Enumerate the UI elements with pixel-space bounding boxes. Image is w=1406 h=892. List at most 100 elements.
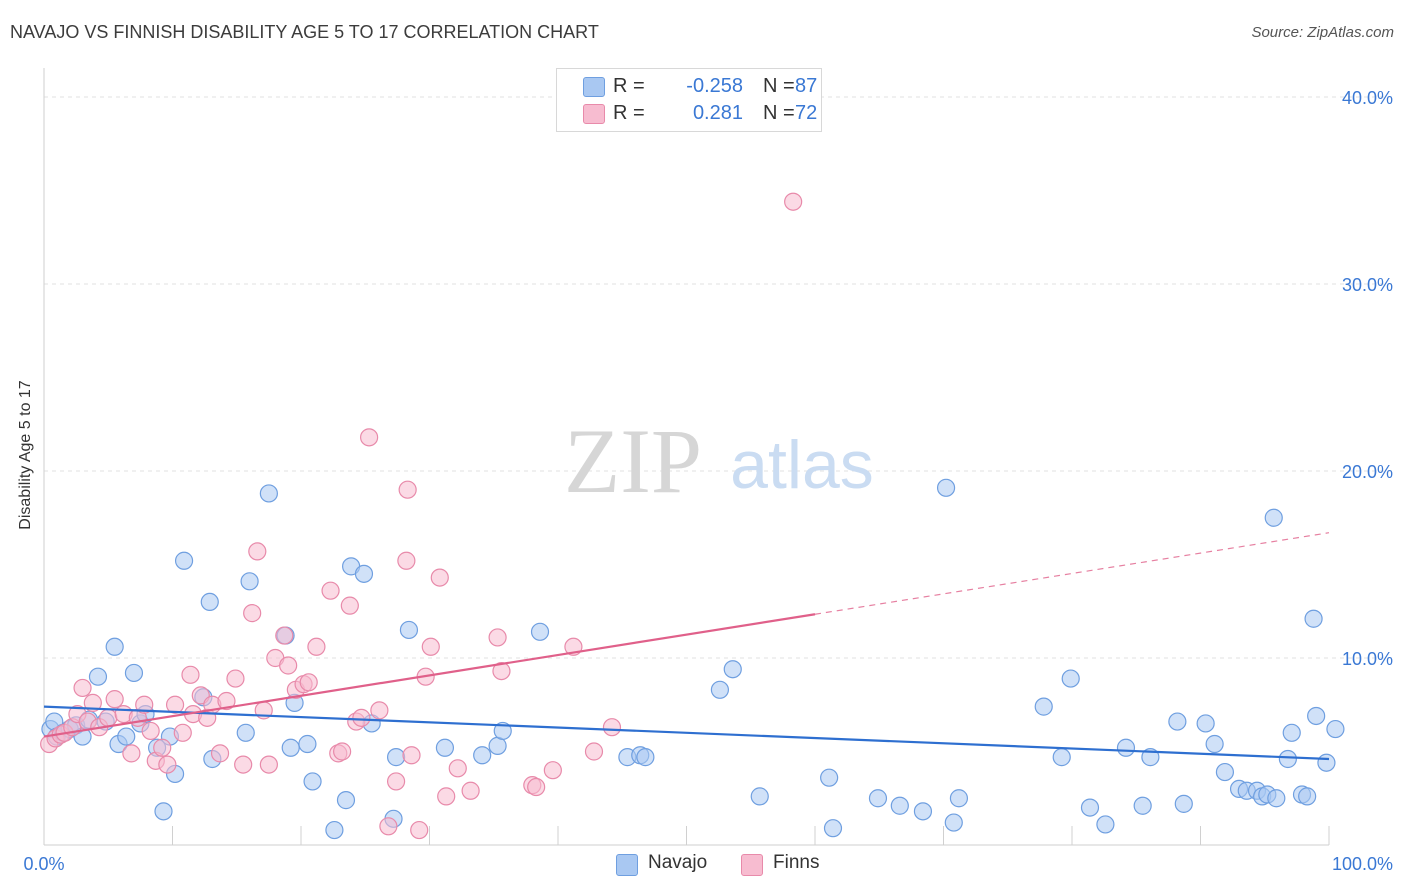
point-finns bbox=[340, 596, 359, 615]
legend-r-value: 0.281 bbox=[692, 102, 743, 124]
point-navajo bbox=[913, 802, 933, 821]
point-finns bbox=[210, 744, 230, 763]
series-swatch-finns bbox=[741, 854, 763, 876]
point-navajo bbox=[750, 787, 769, 806]
point-navajo bbox=[281, 738, 300, 757]
y-tick-label: 40.0% bbox=[1342, 88, 1393, 108]
point-navajo bbox=[435, 738, 455, 757]
point-navajo bbox=[936, 478, 956, 497]
point-navajo bbox=[1116, 738, 1136, 757]
point-navajo bbox=[949, 789, 969, 808]
point-finns bbox=[492, 661, 511, 681]
y-tick-label: 30.0% bbox=[1342, 275, 1393, 295]
point-finns bbox=[584, 742, 604, 761]
point-navajo bbox=[1080, 798, 1100, 817]
series-swatch-navajo bbox=[616, 854, 638, 876]
point-navajo bbox=[1215, 762, 1235, 782]
point-navajo bbox=[723, 660, 742, 679]
legend-r-value: -0.258 bbox=[686, 75, 743, 97]
point-navajo bbox=[1205, 734, 1224, 754]
point-navajo bbox=[473, 746, 492, 765]
point-finns bbox=[352, 708, 371, 727]
legend-swatch-finns bbox=[583, 104, 605, 124]
point-finns bbox=[83, 693, 102, 712]
point-navajo bbox=[1061, 669, 1080, 688]
x-tick-label: 0.0% bbox=[23, 854, 64, 874]
point-navajo bbox=[154, 802, 173, 821]
point-finns bbox=[410, 820, 429, 840]
point-finns bbox=[275, 626, 294, 645]
point-finns bbox=[181, 665, 200, 684]
y-tick-label: 10.0% bbox=[1342, 649, 1393, 669]
point-finns bbox=[234, 755, 253, 774]
point-navajo bbox=[823, 819, 843, 838]
point-finns bbox=[370, 701, 389, 720]
point-finns bbox=[784, 192, 803, 211]
point-finns bbox=[307, 637, 326, 656]
point-navajo bbox=[1133, 796, 1152, 815]
point-navajo bbox=[530, 622, 550, 641]
point-finns bbox=[448, 759, 467, 778]
point-finns bbox=[461, 781, 480, 800]
point-navajo bbox=[174, 551, 194, 570]
point-finns bbox=[299, 673, 318, 692]
point-navajo bbox=[1174, 794, 1193, 813]
point-finns bbox=[243, 604, 262, 623]
legend-swatch-navajo bbox=[583, 77, 605, 97]
point-navajo bbox=[354, 564, 374, 583]
point-navajo bbox=[399, 620, 419, 640]
watermark-zip: ZIP bbox=[564, 410, 702, 512]
point-navajo bbox=[1034, 697, 1053, 716]
point-finns bbox=[105, 690, 124, 709]
trend-lines bbox=[43, 532, 1330, 761]
point-navajo bbox=[493, 721, 512, 741]
point-navajo bbox=[1298, 787, 1317, 806]
point-finns bbox=[397, 551, 416, 570]
point-navajo bbox=[1168, 712, 1187, 731]
point-finns bbox=[543, 761, 562, 780]
point-navajo bbox=[636, 748, 655, 767]
tick-labels: 10.0% 20.0% 30.0% 40.0% 0.0% 100.0% bbox=[23, 88, 1393, 874]
legend-n-value: 87 bbox=[795, 75, 818, 97]
point-navajo bbox=[1282, 723, 1301, 742]
trend-line-navajo bbox=[43, 705, 1330, 761]
point-navajo bbox=[298, 734, 317, 754]
point-finns bbox=[99, 708, 118, 727]
legend-n-label: N = bbox=[763, 102, 795, 124]
point-navajo bbox=[820, 768, 839, 787]
point-navajo bbox=[240, 572, 259, 591]
point-finns bbox=[217, 691, 236, 711]
point-finns bbox=[248, 542, 267, 561]
point-navajo bbox=[124, 663, 144, 683]
correlation-legend: R = -0.258 N = 87 R = 0.281 N = 72 bbox=[556, 68, 822, 132]
point-navajo bbox=[1196, 714, 1215, 733]
series-label-navajo: Navajo bbox=[648, 852, 708, 873]
trend-line-finns bbox=[43, 613, 816, 738]
legend-r-label: R = bbox=[613, 75, 645, 97]
point-navajo bbox=[105, 637, 124, 656]
point-finns bbox=[259, 755, 278, 774]
watermark-atlas: atlas bbox=[730, 427, 874, 503]
point-finns bbox=[360, 428, 379, 447]
point-finns bbox=[226, 669, 245, 688]
point-finns bbox=[158, 755, 177, 774]
point-navajo bbox=[1307, 706, 1326, 726]
point-navajo bbox=[303, 772, 322, 791]
point-finns bbox=[386, 772, 406, 791]
point-finns bbox=[379, 817, 398, 836]
series-label-finns: Finns bbox=[773, 852, 820, 873]
x-tick-label: 100.0% bbox=[1332, 854, 1393, 874]
legend-r-label: R = bbox=[613, 102, 645, 124]
point-navajo bbox=[1096, 815, 1115, 834]
point-finns bbox=[173, 723, 192, 742]
point-navajo bbox=[868, 789, 888, 808]
trend-line-extension-finns bbox=[814, 532, 1330, 615]
legend-n-label: N = bbox=[763, 75, 795, 97]
point-finns bbox=[122, 744, 141, 763]
point-navajo bbox=[259, 484, 278, 503]
point-navajo bbox=[336, 791, 356, 810]
point-navajo bbox=[88, 667, 108, 686]
point-finns bbox=[135, 695, 154, 714]
point-finns bbox=[402, 746, 421, 765]
point-finns bbox=[430, 568, 449, 587]
